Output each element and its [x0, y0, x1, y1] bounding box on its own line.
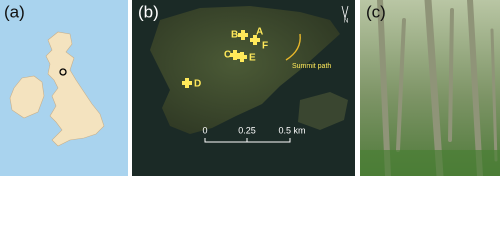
trunk — [424, 0, 444, 176]
panel-b: Summit path A B C D E F 0 0.25 0.5 km N … — [132, 0, 355, 176]
panel-label: (c) — [366, 2, 386, 21]
scale-line — [204, 138, 291, 143]
site-marker — [238, 30, 248, 40]
panel-c: (c) — [360, 0, 500, 176]
site-label: F — [262, 41, 268, 52]
panel-a: (a) — [0, 0, 128, 176]
summit-path — [285, 33, 301, 61]
site-label: E — [249, 53, 256, 64]
study-site-marker — [59, 68, 67, 76]
panel-label: (a) — [4, 2, 25, 21]
site-marker — [230, 50, 240, 60]
island — [150, 6, 340, 134]
scale-label: 0 — [202, 125, 207, 135]
scale-label: 0.25 — [238, 125, 256, 135]
path-label: Summit path — [292, 63, 331, 70]
trunk — [448, 8, 454, 142]
site-label: B — [231, 30, 238, 41]
undergrowth — [360, 150, 500, 176]
site-label: A — [256, 27, 263, 38]
great-britain — [45, 31, 105, 147]
trunk — [396, 18, 406, 152]
site-marker — [237, 52, 247, 62]
site-marker — [182, 78, 192, 88]
panel-label: (b) — [138, 2, 159, 21]
islet — [298, 92, 348, 130]
tree-trunks — [377, 0, 498, 176]
scale-bar: 0 0.25 0.5 km — [202, 125, 306, 143]
ireland — [9, 75, 45, 119]
site-label: D — [194, 79, 201, 90]
figure: (a) Summit path A B C D E F 0 0.25 0.5 k… — [0, 0, 500, 176]
north-label: N — [344, 19, 348, 25]
north-arrow — [341, 5, 349, 19]
scale-label: 0.5 km — [278, 125, 305, 135]
site-marker — [250, 35, 260, 45]
trunk — [490, 28, 498, 162]
trunk — [377, 0, 391, 176]
site-label: C — [224, 50, 231, 61]
site-markers — [182, 30, 260, 88]
